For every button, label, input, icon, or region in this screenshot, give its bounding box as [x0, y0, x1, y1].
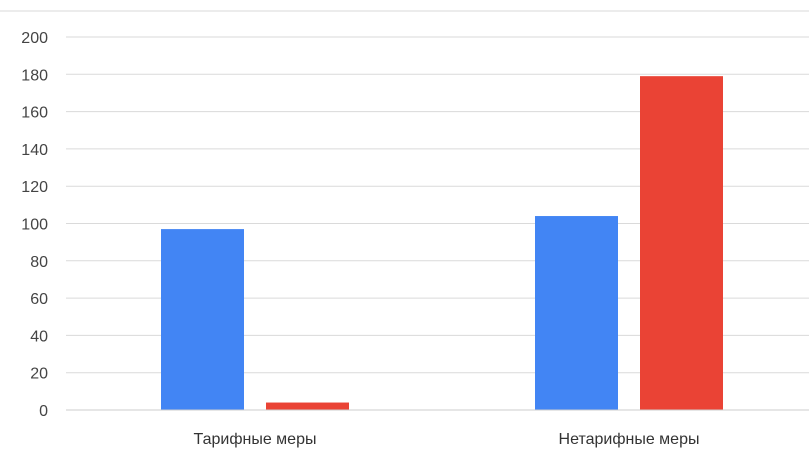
bar-series2-category1 — [266, 402, 349, 410]
y-tick-label: 40 — [30, 328, 48, 345]
y-tick-label: 140 — [21, 142, 48, 159]
x-category-label: Тарифные меры — [194, 431, 317, 448]
y-tick-label: 20 — [30, 366, 48, 383]
y-tick-label: 160 — [21, 105, 48, 122]
bars — [161, 76, 723, 410]
bar-series2-category2 — [640, 76, 723, 410]
bar-series1-category1 — [161, 229, 244, 410]
y-tick-label: 0 — [39, 403, 48, 420]
y-tick-label: 100 — [21, 217, 48, 234]
y-tick-label: 80 — [30, 254, 48, 271]
y-tick-label: 200 — [21, 30, 48, 47]
y-tick-label: 180 — [21, 67, 48, 84]
x-axis-category-labels: Тарифные меры Нетарифные меры — [194, 431, 700, 448]
bar-series1-category2 — [535, 216, 618, 410]
y-tick-label: 60 — [30, 291, 48, 308]
x-category-label: Нетарифные меры — [559, 431, 700, 448]
y-axis-tick-labels: 0 20 40 60 80 100 120 140 160 180 200 — [21, 30, 48, 420]
y-tick-label: 120 — [21, 179, 48, 196]
